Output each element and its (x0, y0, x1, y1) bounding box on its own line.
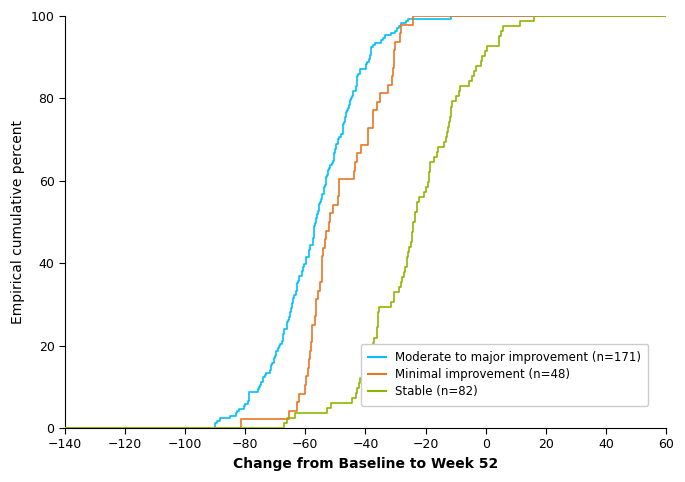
X-axis label: Change from Baseline to Week 52: Change from Baseline to Week 52 (233, 457, 498, 471)
Legend: Moderate to major improvement (n=171), Minimal improvement (n=48), Stable (n=82): Moderate to major improvement (n=171), M… (361, 344, 648, 405)
Y-axis label: Empirical cumulative percent: Empirical cumulative percent (11, 120, 25, 324)
